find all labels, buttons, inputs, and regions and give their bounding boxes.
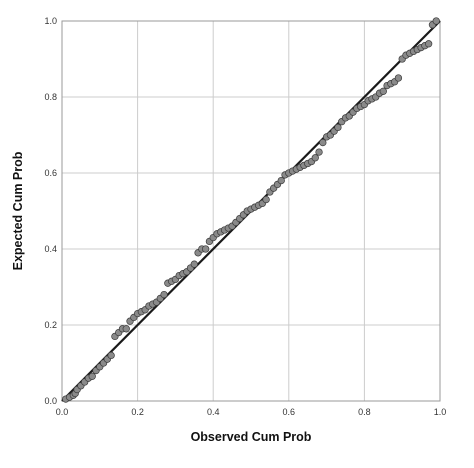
points-layer xyxy=(62,17,440,403)
data-point xyxy=(425,40,433,48)
data-point xyxy=(394,74,403,82)
data-point xyxy=(88,372,96,380)
x-tick-label: 0.2 xyxy=(131,407,144,417)
data-point xyxy=(319,138,327,147)
x-tick-label: 0.8 xyxy=(358,407,371,417)
data-point xyxy=(107,351,115,360)
data-point xyxy=(334,123,342,132)
y-tick-label: 0.2 xyxy=(44,320,57,330)
y-tick-label: 0.6 xyxy=(44,168,57,178)
data-point xyxy=(190,260,198,268)
y-tick-label: 1.0 xyxy=(44,16,57,26)
y-tick-labels: 0.0 0.2 0.4 0.6 0.8 1.0 xyxy=(44,16,57,406)
data-point xyxy=(122,325,130,333)
y-tick-label: 0.8 xyxy=(44,92,57,102)
data-point xyxy=(315,148,323,156)
y-tick-label: 0.0 xyxy=(44,396,57,406)
x-tick-label: 1.0 xyxy=(434,407,447,417)
plot-frame xyxy=(61,20,441,402)
data-point xyxy=(160,290,168,299)
data-point xyxy=(201,245,210,253)
x-tick-label: 0.6 xyxy=(283,407,296,417)
data-point xyxy=(379,87,387,95)
x-tick-labels: 0.0 0.2 0.4 0.6 0.8 1.0 xyxy=(56,407,447,417)
x-axis-label: Observed Cum Prob xyxy=(191,430,312,444)
data-point xyxy=(277,176,285,185)
data-point xyxy=(311,154,319,162)
x-tick-label: 0.0 xyxy=(56,407,69,417)
data-point xyxy=(262,195,270,204)
y-axis-label: Expected Cum Prob xyxy=(11,151,25,270)
y-tick-label: 0.4 xyxy=(44,244,57,254)
data-point xyxy=(432,17,440,25)
x-tick-label: 0.4 xyxy=(207,407,220,417)
